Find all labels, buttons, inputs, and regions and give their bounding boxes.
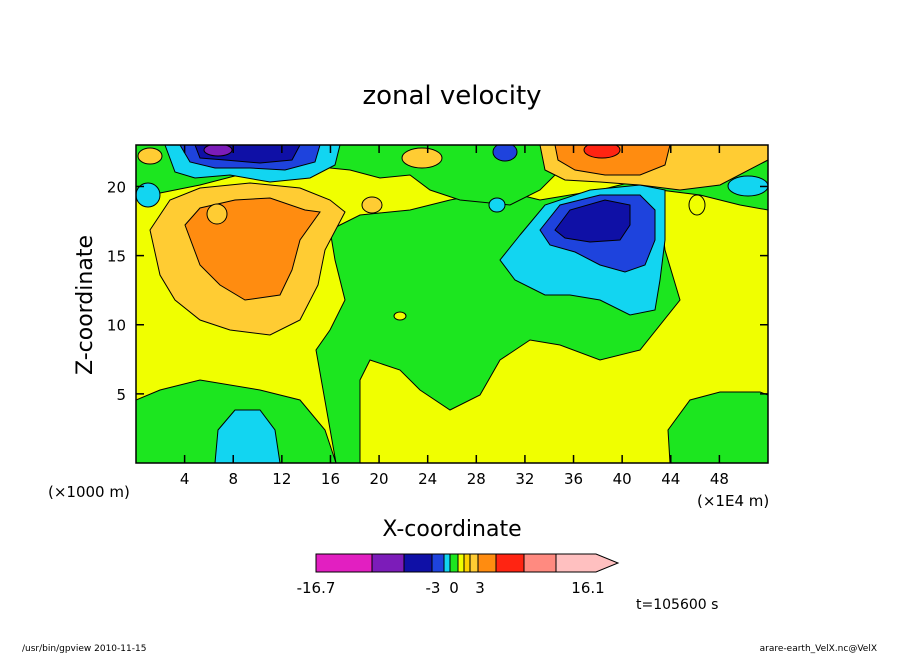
colorbar-segment-10 xyxy=(495,553,525,573)
contour-positive-left-small xyxy=(206,203,228,225)
contour-top-patch-e xyxy=(136,182,161,208)
x-tick-label-36: 36 xyxy=(564,470,583,488)
x-tick-label-8: 8 xyxy=(228,470,238,488)
y-axis-ticks: 5 10 15 20 xyxy=(107,178,768,404)
contour-field xyxy=(136,145,768,463)
colorbar-segment-8 xyxy=(469,553,479,573)
colorbar-label--3: -3 xyxy=(426,579,441,597)
contour-top-patch-d xyxy=(727,175,768,197)
x-tick-label-48: 48 xyxy=(710,470,729,488)
x-tick-label-44: 44 xyxy=(661,470,680,488)
contour-top-patch-g xyxy=(488,197,506,213)
contour-positive-top-right-mid xyxy=(554,145,671,176)
x-tick-label-4: 4 xyxy=(180,470,190,488)
colorbar-segment-2 xyxy=(403,553,433,573)
colorbar-segment-7 xyxy=(463,553,471,573)
colorbar-segment-1 xyxy=(371,553,405,573)
x-tick-label-16: 16 xyxy=(321,470,340,488)
colorbar-segment-0 xyxy=(315,553,373,573)
colorbar-segment-6 xyxy=(457,553,465,573)
colorbar-segment-9 xyxy=(477,553,497,573)
contour-negative-top-min xyxy=(203,145,233,157)
colorbar xyxy=(315,553,620,573)
x-tick-label-24: 24 xyxy=(418,470,437,488)
footer-right: arare-earth_VelX.nc@VelX xyxy=(760,644,877,654)
contour-top-patch-a xyxy=(401,147,443,169)
x-unit-label: (×1E4 m) xyxy=(697,492,769,510)
contour-small-island xyxy=(393,311,407,321)
x-tick-label-40: 40 xyxy=(613,470,632,488)
contour-positive-top-right-core xyxy=(583,145,621,159)
y-unit-label: (×1000 m) xyxy=(48,483,130,501)
colorbar-segment-5 xyxy=(449,553,459,573)
x-tick-label-20: 20 xyxy=(370,470,389,488)
footer-left: /usr/bin/gpview 2010-11-15 xyxy=(22,644,146,654)
y-axis-label: Z-coordinate xyxy=(73,235,98,375)
x-axis-ticks: 4 8 12 16 20 24 28 32 36 40 44 48 xyxy=(180,145,729,488)
chart-title: zonal velocity xyxy=(362,81,541,111)
y-tick-label-10: 10 xyxy=(107,317,126,335)
colorbar-max-label: 16.1 xyxy=(571,579,604,597)
colorbar-segment-12 xyxy=(555,553,620,573)
x-tick-label-32: 32 xyxy=(515,470,534,488)
y-tick-label-5: 5 xyxy=(116,386,126,404)
plot-frame xyxy=(135,144,769,464)
contour-negative-right-core xyxy=(554,199,631,243)
contour-green-bottom-right xyxy=(667,391,768,463)
colorbar-segment-11 xyxy=(523,553,557,573)
contour-negative-bottom-left xyxy=(214,409,281,463)
y-tick-label-15: 15 xyxy=(107,248,126,266)
colorbar-segment-4 xyxy=(443,553,451,573)
colorbar-tick-labels: -3 0 3 xyxy=(426,579,485,597)
colorbar-min-label: -16.7 xyxy=(297,579,336,597)
x-axis-label: X-coordinate xyxy=(382,517,521,542)
contour-top-patch-f xyxy=(361,196,383,214)
x-tick-label-28: 28 xyxy=(467,470,486,488)
x-tick-label-12: 12 xyxy=(272,470,291,488)
contour-top-patch-b xyxy=(492,145,518,162)
colorbar-label-3: 3 xyxy=(475,579,485,597)
contour-top-patch-h xyxy=(688,194,706,216)
colorbar-segment-3 xyxy=(431,553,445,573)
y-tick-label-20: 20 xyxy=(107,178,126,196)
contour-top-patch-c xyxy=(137,147,163,165)
colorbar-label-0: 0 xyxy=(449,579,459,597)
time-label: t=105600 s xyxy=(636,597,718,613)
